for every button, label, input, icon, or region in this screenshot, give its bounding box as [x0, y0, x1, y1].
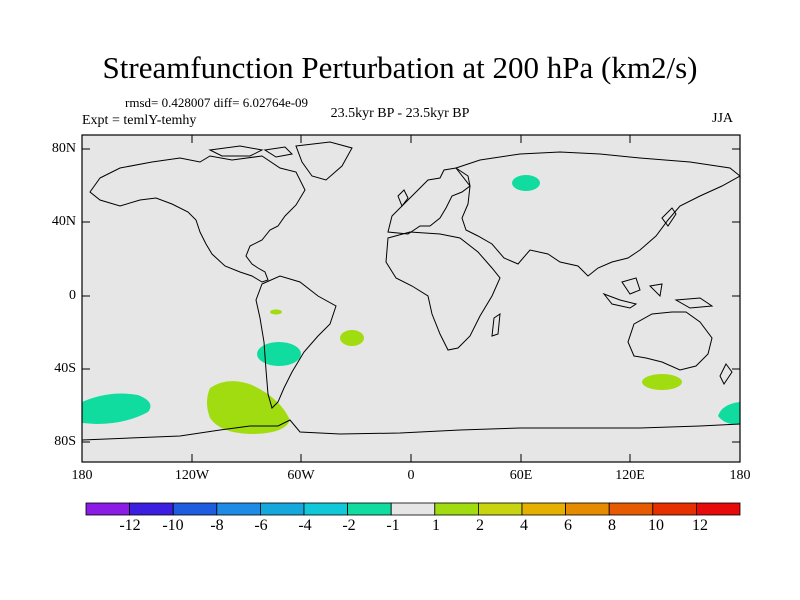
coast-antarctica	[81, 419, 741, 441]
colorbar-label-neg1: -1	[386, 517, 400, 534]
anomaly-siberia	[512, 175, 540, 191]
colorbar-swatch	[85, 502, 130, 516]
colorbar-label-2: 2	[476, 517, 484, 534]
coast-africa	[385, 231, 501, 351]
colorbar-swatch	[390, 502, 436, 516]
colorbar-swatch	[696, 502, 741, 516]
colorbar-label-1: 1	[432, 517, 440, 534]
coast-australia	[627, 311, 713, 371]
colorbar-label-4: 4	[520, 517, 528, 534]
colorbar-swatch	[259, 502, 305, 516]
experiment-label: Expt = temlY-temhy	[82, 113, 197, 128]
period-label: 23.5kyr BP - 23.5kyr BP	[330, 106, 470, 121]
colorbar-swatch	[608, 502, 654, 516]
colorbar-label-10: 10	[648, 517, 664, 534]
colorbar-label-6: 6	[564, 517, 572, 534]
anomaly-amundsen-sea	[207, 381, 290, 434]
anomaly-south-pacific-east	[718, 402, 740, 425]
colorbar-swatch	[565, 502, 610, 516]
season-label: JJA	[712, 111, 734, 126]
lat-label-80n: 80N	[51, 141, 76, 156]
colorbar-label-neg4: -4	[298, 517, 312, 534]
colorbar-label-neg2: -2	[342, 517, 356, 534]
lon-label-180e: 180	[729, 468, 751, 483]
lat-label-80s: 80S	[54, 434, 76, 449]
lon-label-120e: 120E	[615, 468, 645, 483]
colorbar	[85, 502, 741, 516]
coast-madagascar	[491, 312, 501, 337]
colorbar-swatch	[172, 502, 218, 516]
coast-greenland	[295, 141, 353, 181]
lon-label-60w: 60W	[287, 468, 315, 483]
anomaly-south-australia	[642, 374, 682, 390]
coastlines	[81, 141, 741, 441]
coast-south-america	[255, 275, 337, 409]
colorbar-label-12: 12	[692, 517, 708, 534]
colorbar-label-neg10: -10	[162, 517, 184, 534]
colorbar-label-neg8: -8	[210, 517, 224, 534]
colorbar-swatch	[652, 502, 697, 516]
colorbar-swatch	[521, 502, 566, 516]
anomaly-andes	[270, 309, 282, 315]
lat-label-40n: 40N	[51, 214, 76, 229]
anomaly-south-pacific-west	[82, 393, 151, 424]
coast-asia	[455, 151, 741, 277]
lon-label-180w: 180	[71, 468, 93, 483]
lat-label-40s: 40S	[54, 361, 76, 376]
coast-arctic-islands	[208, 145, 294, 158]
anomaly-south-atlantic	[340, 330, 364, 346]
axis-ticks	[81, 135, 741, 462]
plot-title: Streamfunction Perturbation at 200 hPa (…	[102, 50, 698, 85]
coast-maritime-continent	[602, 277, 714, 309]
colorbar-swatch	[303, 502, 348, 516]
lon-label-120w: 120W	[174, 468, 210, 483]
coast-europe	[387, 167, 471, 235]
coast-japan	[661, 207, 677, 227]
coast-uk	[397, 189, 409, 208]
colorbar-label-neg12: -12	[119, 517, 141, 534]
colorbar-swatch	[216, 502, 261, 516]
colorbar-swatch	[477, 502, 523, 516]
anomaly-southeast-pacific	[257, 342, 301, 366]
coast-north-america	[89, 155, 306, 283]
rmsd-diff-text: rmsd= 0.428007 diff= 6.02764e-09	[125, 95, 309, 110]
lat-label-0: 0	[69, 288, 76, 303]
colorbar-label-8: 8	[608, 517, 616, 534]
colorbar-swatch	[434, 502, 479, 516]
lon-label-0: 0	[407, 468, 415, 483]
map-ocean-background	[82, 135, 740, 462]
colorbar-swatch	[347, 502, 392, 516]
anomaly-fills	[82, 175, 740, 434]
coast-new-zealand	[719, 363, 733, 385]
colorbar-swatch	[129, 502, 174, 516]
colorbar-label-neg6: -6	[254, 517, 268, 534]
lon-label-60e: 60E	[509, 468, 533, 483]
